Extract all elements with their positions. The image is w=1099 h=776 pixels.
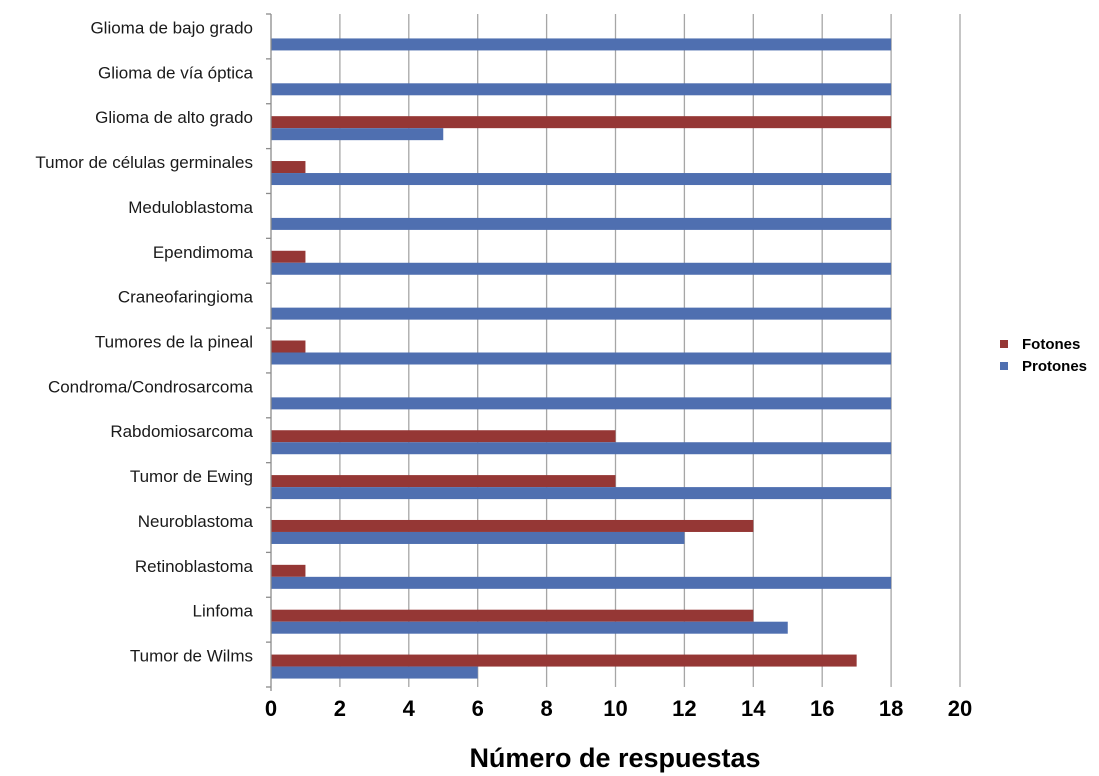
bar-protones	[271, 531, 685, 544]
x-tick-label: 8	[540, 696, 552, 721]
bar-fotones	[271, 564, 306, 577]
legend-label-fotones: Fotones	[1022, 336, 1080, 353]
category-label: Meduloblastoma	[128, 198, 253, 217]
legend-swatch-fotones	[1000, 340, 1008, 348]
category-label: Tumor de células germinales	[35, 153, 253, 172]
bar-protones	[271, 128, 444, 141]
category-label: Neuroblastoma	[138, 512, 254, 531]
category-label: Glioma de bajo grado	[90, 18, 253, 37]
legend: Fotones Protones	[1000, 336, 1087, 375]
bars	[271, 38, 892, 679]
bar-protones	[271, 307, 892, 320]
axes	[266, 13, 272, 691]
bar-fotones	[271, 250, 306, 263]
x-tick-label: 10	[603, 696, 627, 721]
category-label: Craneofaringioma	[118, 288, 254, 307]
category-label: Tumores de la pineal	[95, 333, 253, 352]
x-axis-title: Número de respuestas	[469, 743, 760, 773]
bar-fotones	[271, 519, 754, 532]
x-tick-label: 20	[948, 696, 972, 721]
category-label: Retinoblastoma	[135, 557, 254, 576]
x-tick-label: 18	[879, 696, 903, 721]
category-label: Glioma de alto grado	[95, 108, 253, 127]
category-label: Tumor de Ewing	[130, 467, 253, 486]
bar-protones	[271, 487, 892, 500]
bar-fotones	[271, 654, 857, 667]
x-tick-label: 2	[334, 696, 346, 721]
legend-label-protones: Protones	[1022, 358, 1087, 375]
x-tick-label: 0	[265, 696, 277, 721]
legend-swatch-protones	[1000, 362, 1008, 370]
category-labels: Glioma de bajo grado Glioma de vía óptica…	[35, 18, 253, 665]
bar-fotones	[271, 430, 616, 443]
category-label: Tumor de Wilms	[130, 647, 253, 666]
x-tick-label: 16	[810, 696, 834, 721]
category-label: Glioma de vía óptica	[98, 63, 254, 82]
bar-fotones	[271, 609, 754, 622]
x-tick-label: 6	[472, 696, 484, 721]
category-label: Condroma/Condrosarcoma	[48, 377, 254, 396]
category-label: Linfoma	[193, 602, 254, 621]
bar-protones	[271, 397, 892, 410]
bar-protones	[271, 621, 788, 634]
category-label: Rabdomiosarcoma	[110, 422, 253, 441]
x-tick-label: 12	[672, 696, 696, 721]
bar-protones	[271, 576, 892, 589]
category-label: Ependimoma	[153, 243, 254, 262]
bar-protones	[271, 38, 892, 51]
bar-protones	[271, 217, 892, 230]
bar-protones	[271, 442, 892, 455]
bar-fotones	[271, 340, 306, 353]
tick-labels: 0 2 4 6 8 10 12 14 16 18 20	[265, 696, 972, 721]
bar-fotones	[271, 475, 616, 488]
bar-fotones	[271, 161, 306, 174]
bar-protones	[271, 352, 892, 365]
bar-protones	[271, 83, 892, 96]
bar-fotones	[271, 116, 892, 129]
bar-protones	[271, 262, 892, 275]
bar-protones	[271, 173, 892, 186]
x-tick-label: 14	[741, 696, 766, 721]
x-tick-label: 4	[403, 696, 416, 721]
bar-protones	[271, 666, 478, 679]
